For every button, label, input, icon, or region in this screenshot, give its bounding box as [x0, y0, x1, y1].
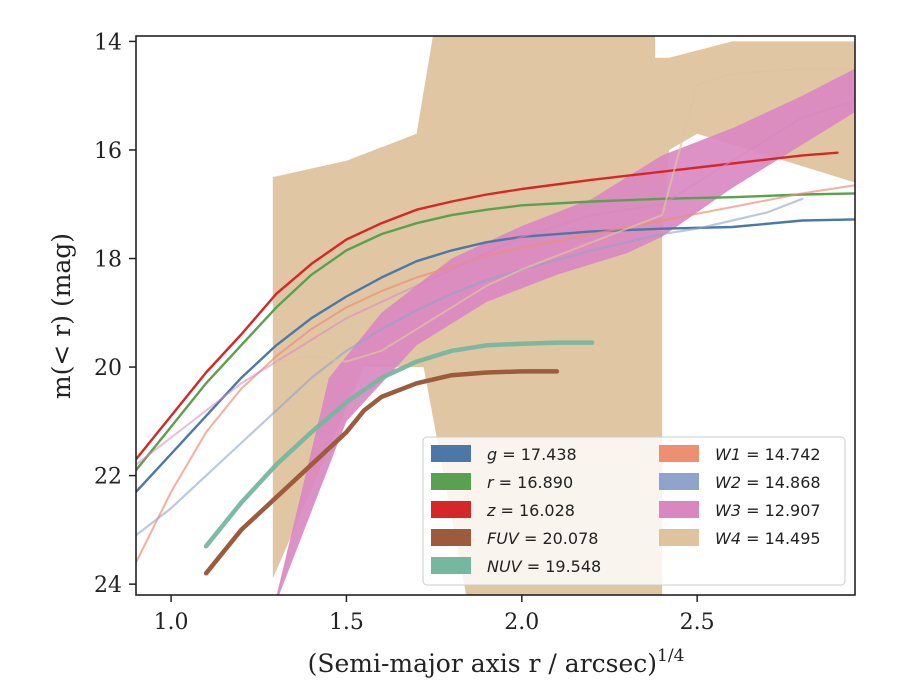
legend-label-fuv: FUV = 20.078 [487, 529, 598, 548]
legend-label-g: g = 17.438 [487, 445, 577, 464]
series-lines [136, 67, 855, 576]
series-line-w3 [136, 100, 855, 466]
w3-uncertainty-band [276, 68, 855, 595]
x-axis-label-main: (Semi-major axis r / arcsec) [308, 649, 657, 678]
x-axis-ticks: 1.0 1.5 2.0 2.5 [154, 595, 715, 635]
legend-swatch-w4 [659, 529, 699, 546]
legend-swatch-g [431, 445, 471, 462]
legend-label-w4: W4 = 14.495 [715, 529, 821, 548]
uncertainty-bands [272, 36, 855, 595]
w4-uncertainty-band [272, 36, 855, 595]
series-line-r [136, 192, 855, 472]
y-axis-ticks: 14 16 18 20 22 24 [94, 30, 136, 598]
legend-label-z: z = 16.028 [486, 501, 575, 520]
legend-swatch-nuv [431, 557, 471, 574]
x-axis-label-exponent: 1/4 [657, 646, 684, 666]
legend-box [422, 436, 846, 586]
legend-swatch-w1 [659, 445, 699, 462]
series-line-g [136, 218, 855, 494]
series-line-fuv [203, 369, 560, 576]
legend-swatch-w3 [659, 501, 699, 518]
series-line-w4 [275, 67, 855, 363]
x-axis-label: (Semi-major axis r / arcsec)1/4 [308, 646, 685, 678]
y-tick-label: 20 [94, 356, 122, 381]
y-tick-label: 14 [94, 30, 122, 55]
series-line-nuv [203, 340, 595, 549]
legend-swatch-fuv [431, 529, 471, 546]
legend-swatch-w2 [659, 473, 699, 490]
legend-label-r: r = 16.890 [487, 473, 573, 492]
legend-label-w2: W2 = 14.868 [715, 473, 821, 492]
x-tick-label: 1.0 [154, 610, 189, 635]
y-tick-label: 24 [94, 573, 122, 598]
legend-label-w1: W1 = 14.742 [715, 445, 821, 464]
y-tick-label: 18 [94, 248, 122, 273]
series-line-z [136, 151, 839, 461]
y-axis-label: m(< r) (mag) [47, 233, 76, 399]
legend: g = 17.438 r = 16.890 z = 16.028 FUV = 20.0… [422, 436, 846, 586]
x-tick-label: 1.5 [329, 610, 364, 635]
y-tick-label: 22 [94, 465, 122, 490]
plot-frame [135, 35, 856, 596]
x-tick-label: 2.5 [680, 610, 715, 635]
series-line-w2 [136, 197, 804, 537]
y-tick-label: 16 [94, 139, 122, 164]
legend-swatch-z [431, 501, 471, 518]
series-line-w1 [136, 184, 855, 564]
legend-label-w3: W3 = 12.907 [715, 501, 821, 520]
x-tick-label: 2.0 [504, 610, 539, 635]
legend-swatch-r [431, 473, 471, 490]
legend-label-nuv: NUV = 19.548 [487, 557, 601, 576]
